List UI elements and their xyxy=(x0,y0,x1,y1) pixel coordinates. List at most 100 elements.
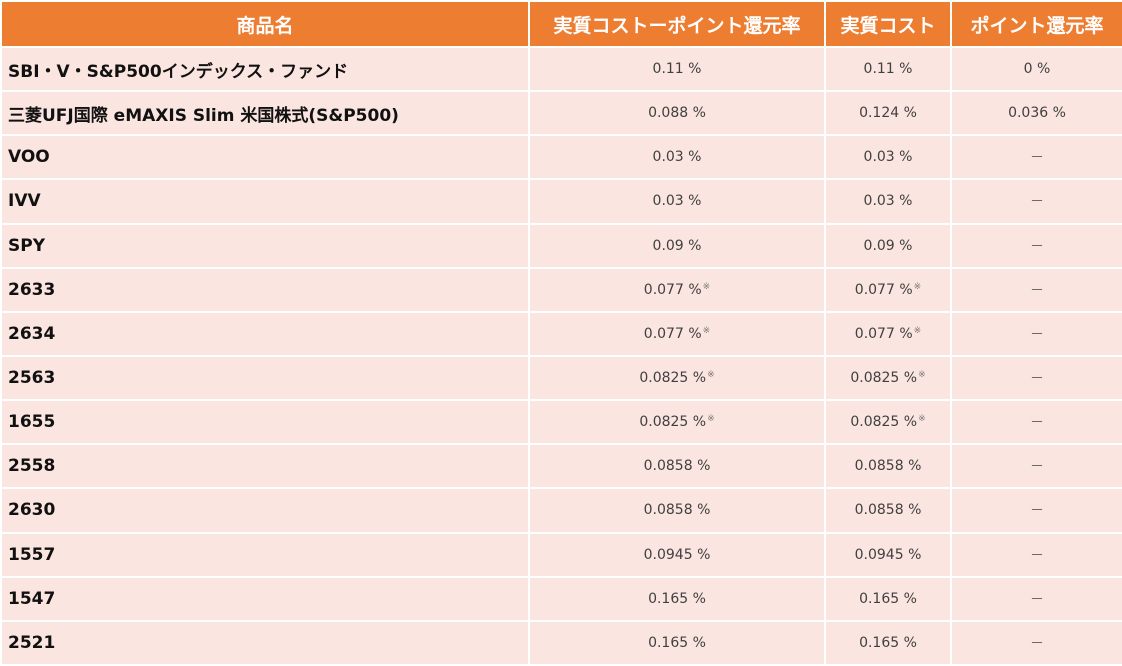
point-rate-cell: － xyxy=(950,310,1122,357)
real-cost-cell: 0.0825 %※ xyxy=(824,399,952,446)
point-rate-cell: 0.036 % xyxy=(950,90,1122,137)
cost-value: 0.0945 xyxy=(854,546,904,563)
real-cost-cell: 0.077 %※ xyxy=(824,310,952,357)
cost-footnote-mark: ※ xyxy=(918,370,926,381)
net-value: 0.165 xyxy=(648,634,689,651)
point-rate-cell: － xyxy=(950,619,1122,666)
cost-value: 0.124 xyxy=(859,105,900,122)
table-row: 2633 0.077 %※ 0.077 %※ － xyxy=(0,266,1122,313)
value-group: 0.165 % xyxy=(648,591,706,607)
net-unit: % xyxy=(688,61,702,78)
header-net-cost: 実質コストーポイント還元率 xyxy=(528,0,826,48)
header-real-cost: 実質コスト xyxy=(824,0,952,48)
point-rate-cell: － xyxy=(950,134,1122,181)
net-unit: % xyxy=(697,502,711,519)
point-rate-cell: － xyxy=(950,399,1122,446)
point-rate-cell: － xyxy=(950,354,1122,402)
header-row: 商品名 実質コストーポイント還元率 実質コスト ポイント還元率 xyxy=(0,0,1122,48)
net-cost-cell: 0.0825 %※ xyxy=(528,399,826,446)
real-cost-cell: 0.165 % xyxy=(824,575,952,622)
net-cost-cell: 0.077 %※ xyxy=(528,310,826,357)
cost-value: 0.077 xyxy=(854,325,895,342)
cost-unit: % xyxy=(908,458,922,475)
product-name-cell: SPY xyxy=(0,222,530,269)
real-cost-cell: 0.0858 % xyxy=(824,487,952,534)
cost-unit: % xyxy=(908,546,922,563)
net-value: 0.077 xyxy=(643,281,684,298)
net-unit: % xyxy=(692,370,707,387)
table-row: 1547 0.165 % 0.165 % － xyxy=(0,575,1122,622)
point-rate-cell: － xyxy=(950,531,1122,578)
value-group: 0.09 % xyxy=(864,238,913,254)
product-name-cell: 三菱UFJ国際 eMAXIS Slim 米国株式(S&P500) xyxy=(0,90,530,137)
cost-value: 0.03 xyxy=(863,149,895,166)
net-cost-cell: 0.03 % xyxy=(528,178,826,225)
product-name-cell: 2521 xyxy=(0,619,530,666)
real-cost-cell: 0.03 % xyxy=(824,178,952,225)
net-cost-cell: 0.03 % xyxy=(528,134,826,181)
net-value: 0.0825 xyxy=(639,414,689,431)
real-cost-cell: 0.165 % xyxy=(824,619,952,666)
net-value: 0.0945 xyxy=(643,546,693,563)
real-cost-cell: 0.124 % xyxy=(824,90,952,137)
cost-value: 0.03 xyxy=(863,193,895,210)
cost-unit: % xyxy=(899,149,913,166)
header-point-rate: ポイント還元率 xyxy=(950,0,1122,48)
real-cost-cell: 0.03 % xyxy=(824,134,952,181)
header-product-name: 商品名 xyxy=(0,0,530,48)
point-rate-cell: － xyxy=(950,443,1122,490)
product-name-cell: 1547 xyxy=(0,575,530,622)
cost-footnote-mark: ※ xyxy=(913,325,922,336)
table-row: 2563 0.0825 %※ 0.0825 %※ － xyxy=(0,354,1122,402)
value-group: 0.11 % xyxy=(653,61,702,77)
cost-unit: % xyxy=(899,281,913,298)
point-rate-cell: － xyxy=(950,575,1122,622)
net-unit: % xyxy=(692,414,707,431)
value-group: 0.077 %※ xyxy=(644,282,710,298)
net-cost-cell: 0.0858 % xyxy=(528,443,826,490)
net-unit: % xyxy=(697,458,711,475)
cost-value: 0.165 xyxy=(859,634,900,651)
point-rate-cell: － xyxy=(950,222,1122,269)
table-row: 1655 0.0825 %※ 0.0825 %※ － xyxy=(0,399,1122,446)
net-value: 0.165 xyxy=(648,590,689,607)
table-row: VOO 0.03 % 0.03 % － xyxy=(0,134,1122,181)
net-value: 0.0858 xyxy=(643,458,693,475)
table-row: 2630 0.0858 % 0.0858 % － xyxy=(0,487,1122,534)
value-group: 0.0858 % xyxy=(855,502,922,518)
table-row: SBI・V・S&P500インデックス・ファンド 0.11 % 0.11 % 0 % xyxy=(0,45,1122,93)
cost-unit: % xyxy=(903,370,918,387)
value-group: 0.03 % xyxy=(653,193,702,209)
net-cost-cell: 0.09 % xyxy=(528,222,826,269)
point-rate-cell: － xyxy=(950,178,1122,225)
value-group: 0.165 % xyxy=(859,635,917,651)
table-row: SPY 0.09 % 0.09 % － xyxy=(0,222,1122,269)
table-row: 三菱UFJ国際 eMAXIS Slim 米国株式(S&P500) 0.088 % 0… xyxy=(0,90,1122,137)
value-group: 0.088 % xyxy=(648,105,706,121)
cost-unit: % xyxy=(903,414,918,431)
cost-footnote-mark: ※ xyxy=(918,414,926,425)
cost-unit: % xyxy=(903,105,917,122)
product-name-cell: 2634 xyxy=(0,310,530,357)
product-name-cell: 2558 xyxy=(0,443,530,490)
table-row: 2521 0.165 % 0.165 % － xyxy=(0,619,1122,666)
table-row: 2634 0.077 %※ 0.077 %※ － xyxy=(0,310,1122,357)
net-footnote-mark: ※ xyxy=(702,281,711,292)
product-name-cell: 2633 xyxy=(0,266,530,313)
net-cost-cell: 0.165 % xyxy=(528,619,826,666)
cost-value: 0.0825 xyxy=(850,370,900,387)
value-group: 0.165 % xyxy=(859,591,917,607)
table-row: IVV 0.03 % 0.03 % － xyxy=(0,178,1122,225)
cost-unit: % xyxy=(899,61,913,78)
net-value: 0.077 xyxy=(643,325,684,342)
net-cost-cell: 0.0945 % xyxy=(528,531,826,578)
cost-unit: % xyxy=(899,237,913,254)
real-cost-cell: 0.077 %※ xyxy=(824,266,952,313)
cost-unit: % xyxy=(899,325,913,342)
net-cost-cell: 0.0825 %※ xyxy=(528,354,826,402)
product-name-cell: SBI・V・S&P500インデックス・ファンド xyxy=(0,45,530,93)
net-value: 0.11 xyxy=(652,61,684,78)
net-unit: % xyxy=(688,281,702,298)
value-group: 0.0858 % xyxy=(644,502,711,518)
